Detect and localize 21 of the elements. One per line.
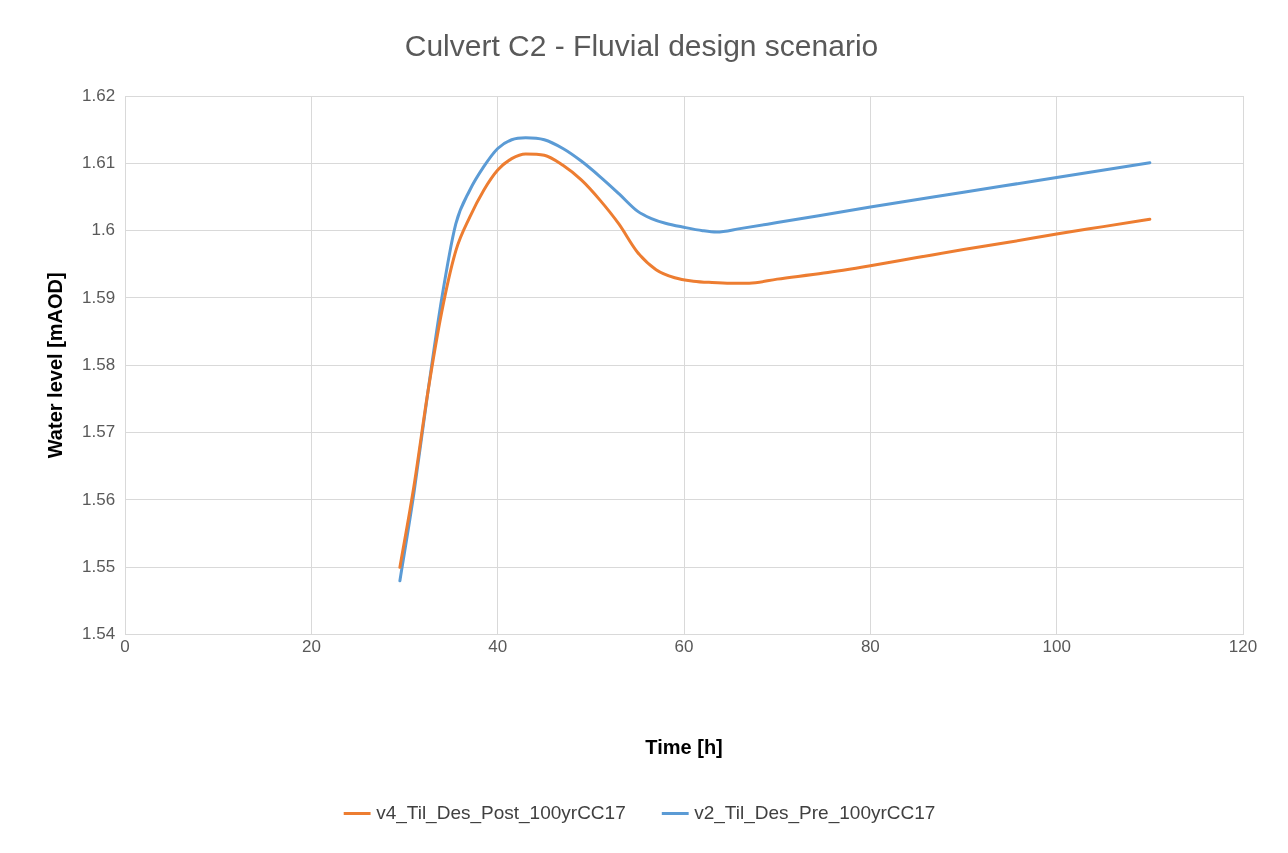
y-tick-label: 1.56 — [81, 489, 116, 509]
y-tick-label: 1.57 — [81, 422, 116, 442]
y-tick-label: 1.55 — [81, 556, 116, 576]
x-tick-label: 20 — [301, 637, 321, 657]
y-tick-label: 1.54 — [81, 624, 116, 644]
x-tick-label: 80 — [860, 637, 880, 657]
y-tick-label: 1.58 — [81, 354, 116, 374]
x-tick-label: 100 — [1042, 637, 1071, 657]
x-tick-label: 60 — [674, 637, 694, 657]
y-tick-label: 1.6 — [91, 220, 116, 240]
x-axis-title: Time [h] — [645, 735, 723, 758]
chart-title: Culvert C2 - Fluvial design scenario — [404, 29, 879, 63]
x-tick-label: 40 — [488, 637, 508, 657]
y-tick-label: 1.61 — [81, 153, 116, 173]
legend-label: v4_Til_Des_Post_100yrCC17 — [376, 801, 626, 824]
x-tick-label: 120 — [1228, 637, 1258, 657]
x-tick-label: 0 — [120, 637, 130, 657]
y-tick-label: 1.59 — [81, 287, 116, 307]
legend-label: v2_Til_Des_Pre_100yrCC17 — [694, 801, 936, 824]
y-tick-label: 1.62 — [81, 85, 116, 105]
y-axis-title: Water level [mAOD] — [43, 272, 66, 459]
